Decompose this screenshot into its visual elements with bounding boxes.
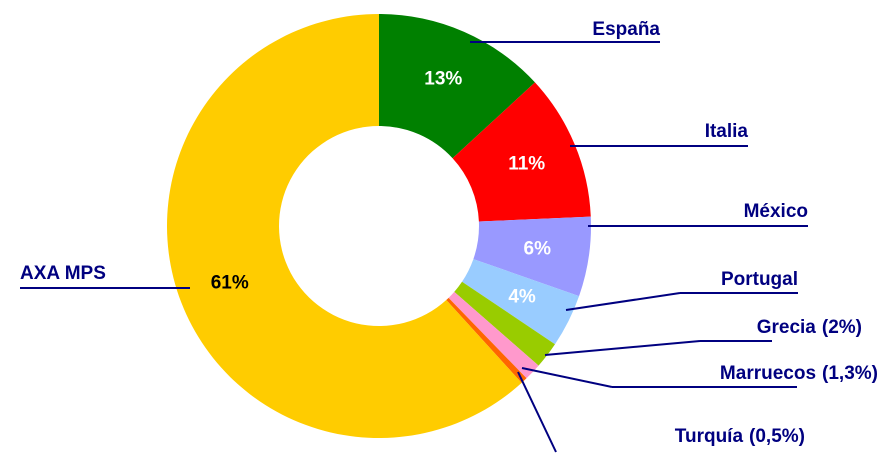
slice-value-label: (0,5%) bbox=[749, 426, 805, 447]
slice-value-label: (2%) bbox=[822, 317, 862, 338]
slice-label: Turquía (0,5%) bbox=[675, 426, 805, 447]
slice-label: España bbox=[592, 19, 660, 40]
slice-label: Grecia (2%) bbox=[757, 317, 862, 338]
slice-value-label: 13% bbox=[424, 68, 462, 89]
donut-slice bbox=[448, 291, 539, 379]
slice-name: Italia bbox=[705, 121, 749, 142]
donut-slice bbox=[446, 297, 527, 383]
slice-name: Marruecos bbox=[720, 363, 816, 384]
slice-name: Grecia bbox=[757, 317, 817, 338]
slice-value-label: 61% bbox=[211, 273, 249, 294]
donut-slice bbox=[454, 281, 555, 366]
slice-label: Italia bbox=[705, 121, 749, 142]
leader-line bbox=[521, 367, 613, 388]
slice-name: España bbox=[592, 19, 660, 40]
donut-slice bbox=[473, 216, 591, 297]
slice-name: México bbox=[744, 201, 808, 222]
donut-slice bbox=[462, 259, 580, 345]
slice-value-label: 6% bbox=[524, 238, 552, 259]
slice-label: Marruecos (1,3%) bbox=[720, 363, 878, 384]
leader-line bbox=[544, 340, 701, 356]
slice-name: Portugal bbox=[721, 269, 798, 290]
leader-line bbox=[517, 371, 557, 453]
slice-value-label: 11% bbox=[508, 154, 545, 175]
donut-slice bbox=[379, 14, 535, 159]
slice-value-label: 4% bbox=[508, 287, 536, 308]
slice-value-label: (1,3%) bbox=[822, 363, 878, 384]
slice-name: AXA MPS bbox=[20, 263, 106, 284]
slice-label: AXA MPS bbox=[20, 263, 106, 284]
leader-line bbox=[565, 292, 681, 311]
donut-slice bbox=[166, 14, 522, 439]
slice-name: Turquía bbox=[675, 426, 744, 447]
slice-label: Portugal bbox=[721, 269, 798, 290]
donut-slice bbox=[452, 82, 591, 222]
slice-label: México bbox=[744, 201, 808, 222]
